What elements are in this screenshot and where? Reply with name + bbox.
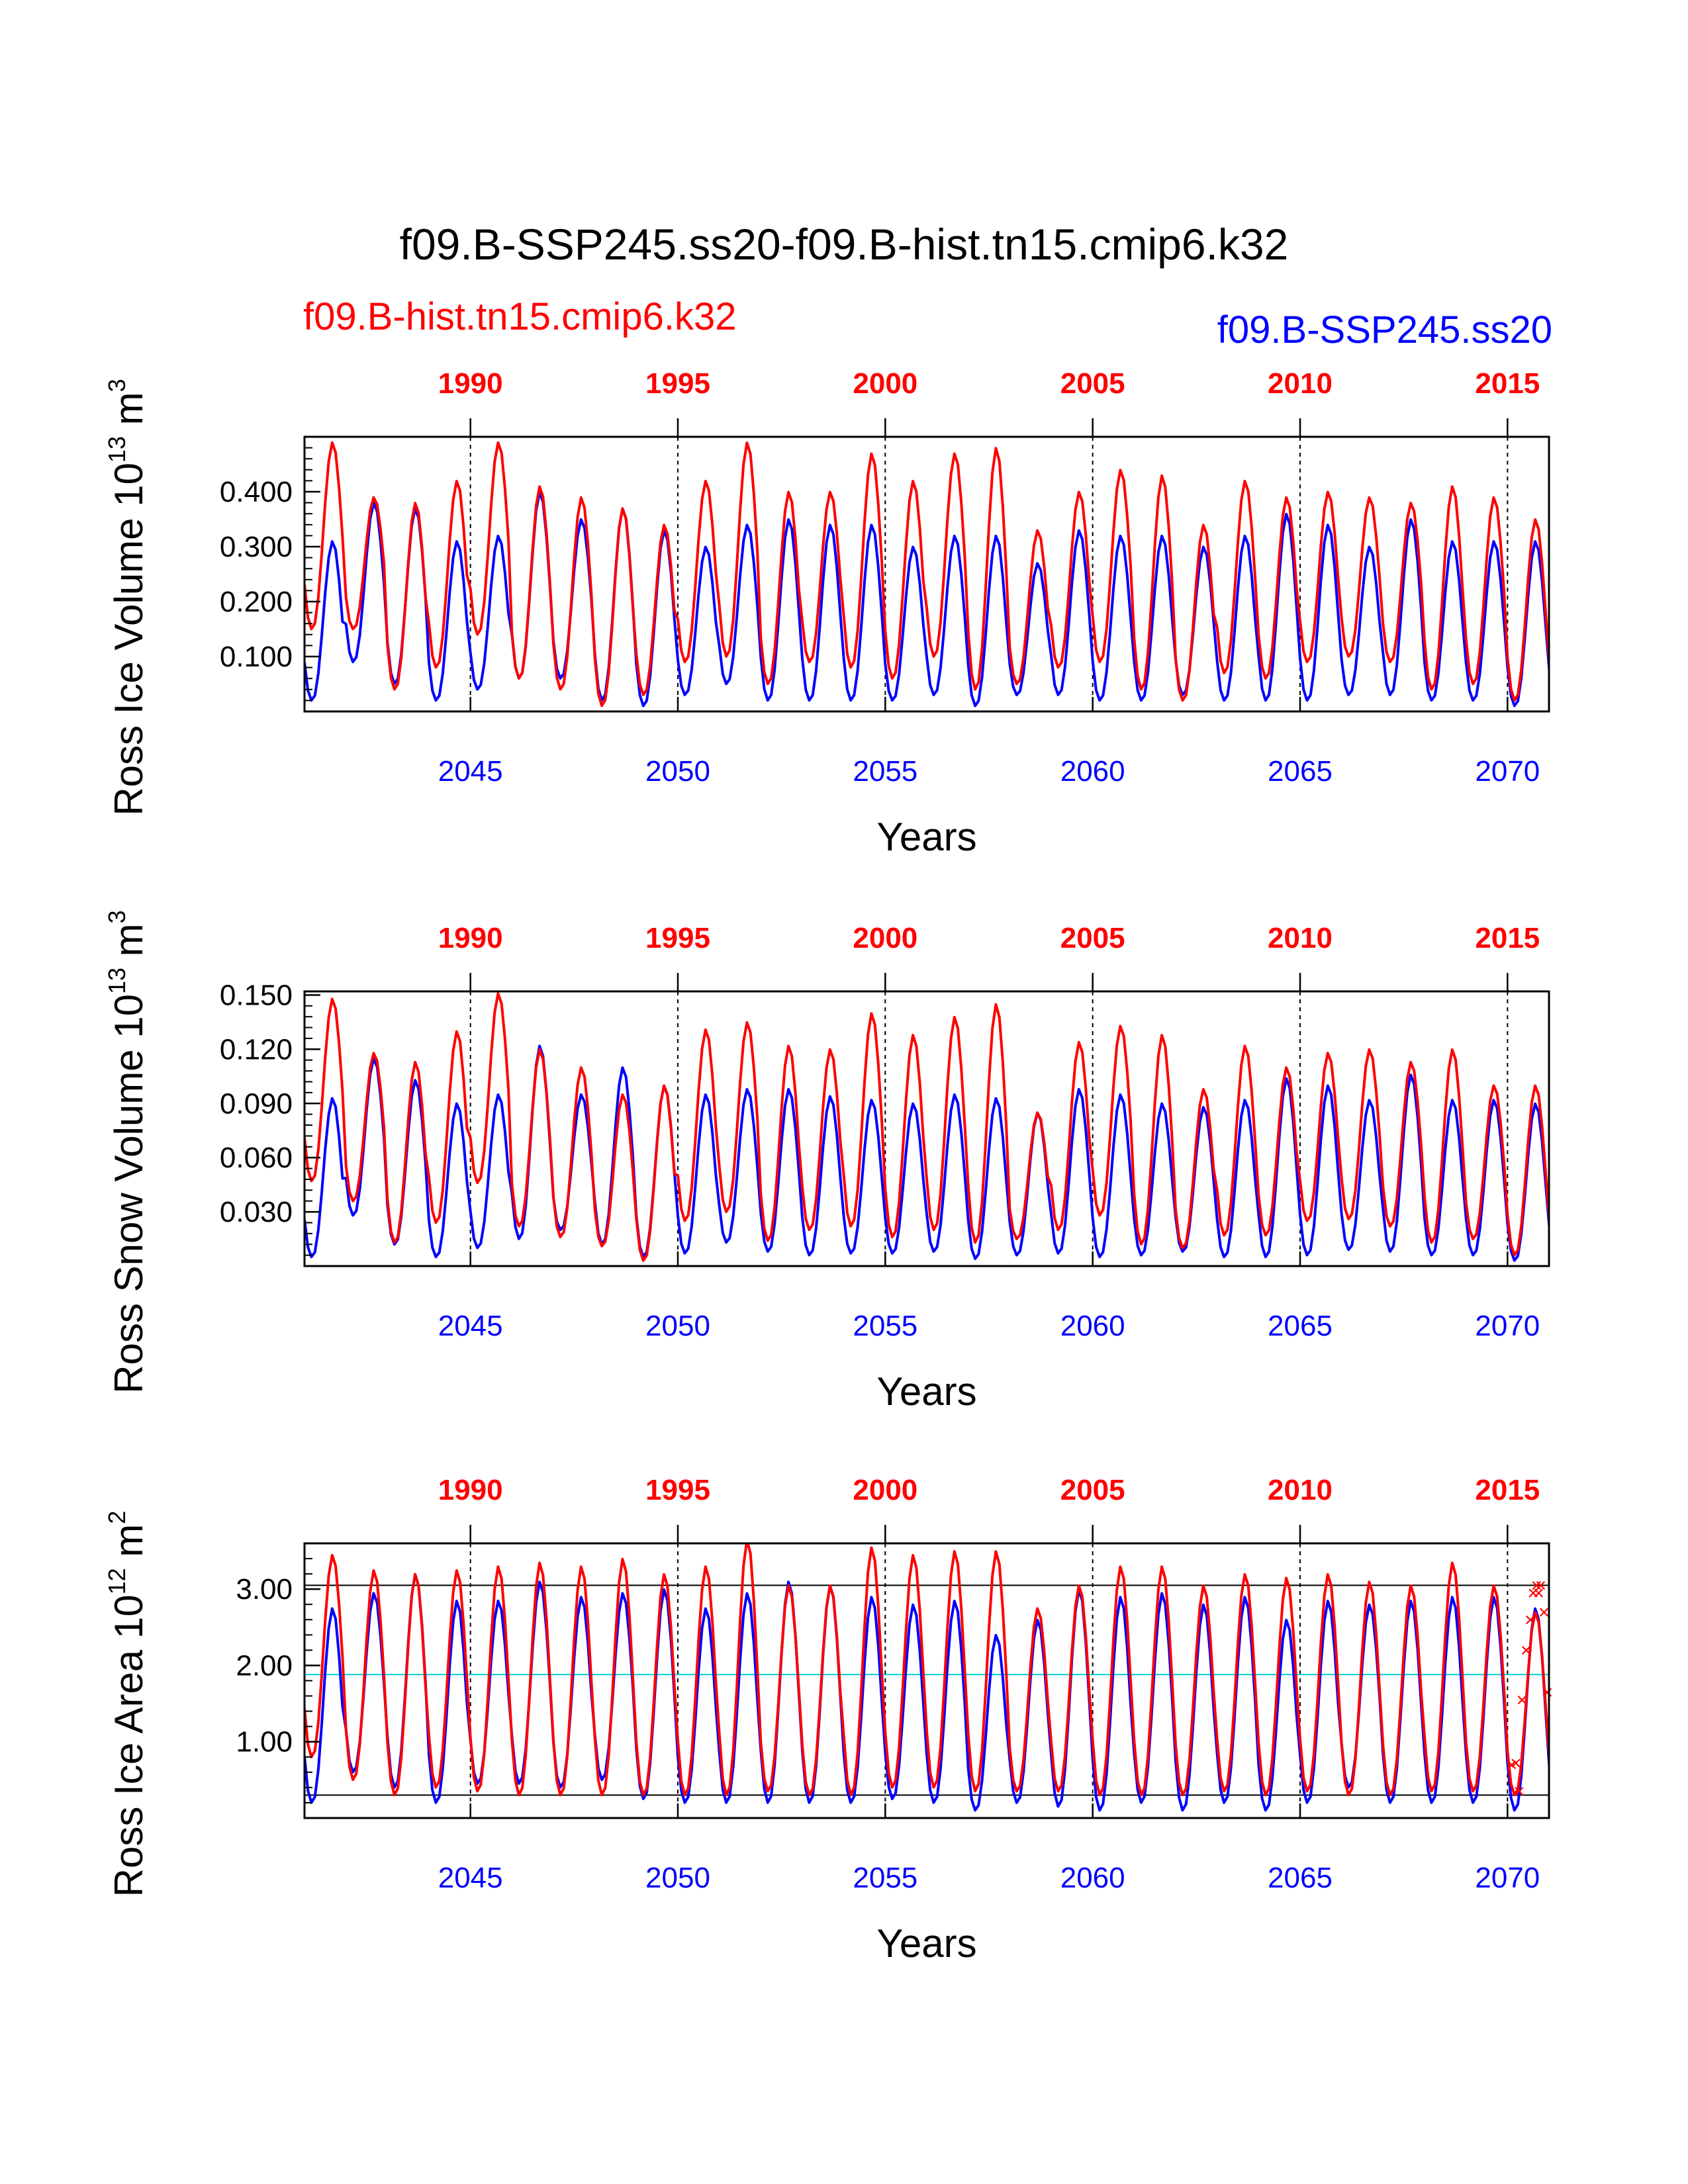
data-marker: ×	[1517, 1689, 1528, 1711]
series-line-hist	[305, 1543, 1549, 1797]
x-top-tick-label: 1995	[645, 922, 710, 954]
y-axis-title-unit: m	[107, 923, 151, 968]
y-axis-title-unit-exponent: 3	[103, 910, 130, 923]
y-tick-label: 0.030	[220, 1196, 293, 1228]
data-marker: ×	[1538, 1602, 1550, 1623]
x-bottom-tick-label: 2050	[645, 755, 710, 788]
y-tick-label: 2.00	[236, 1649, 293, 1682]
x-bottom-tick-label: 2070	[1475, 1310, 1540, 1342]
x-bottom-tick-label: 2045	[438, 1310, 503, 1342]
x-top-tick-label: 2010	[1268, 922, 1333, 954]
x-top-tick-label: 2000	[853, 367, 917, 400]
x-bottom-tick-label: 2050	[645, 1310, 710, 1342]
y-axis-title-exponent: 13	[103, 436, 130, 463]
data-marker: ×	[1542, 1682, 1554, 1704]
x-top-tick-label: 2000	[853, 1474, 917, 1506]
y-axis-title-exponent: 13	[103, 968, 130, 994]
x-bottom-tick-label: 2065	[1268, 1310, 1333, 1342]
data-marker: ×	[1527, 1582, 1539, 1604]
x-top-tick-label: 2015	[1475, 1474, 1540, 1506]
y-tick-label: 0.200	[220, 586, 293, 618]
data-marker: ×	[1535, 1574, 1547, 1596]
y-tick-label: 0.400	[220, 476, 293, 508]
y-tick-label: 0.090	[220, 1087, 293, 1120]
x-top-tick-label: 1990	[438, 367, 503, 400]
x-axis-title: Years	[876, 815, 976, 859]
x-bottom-tick-label: 2050	[645, 1862, 710, 1894]
y-tick-label: 1.00	[236, 1726, 293, 1758]
x-top-tick-label: 1995	[645, 1474, 710, 1506]
x-bottom-tick-label: 2065	[1268, 1862, 1333, 1894]
y-tick-label: 0.060	[220, 1142, 293, 1174]
y-axis-title-text: Ross Snow Volume 10	[107, 994, 151, 1394]
x-bottom-tick-label: 2060	[1060, 1310, 1125, 1342]
series-line-hist	[305, 441, 1549, 707]
legend-series-a: f09.B-hist.tn15.cmip6.k32	[303, 295, 736, 338]
y-axis-title-unit: m	[107, 392, 151, 436]
y-tick-label: 0.120	[220, 1033, 293, 1066]
panels: 0.100 0.200 0.300 0.400 2045 2050 2055 2060 2065…	[103, 367, 1553, 1966]
panel-ross_snow_volume: 0.030 0.060 0.090 0.120 0.150 2045 2050 2055 206…	[103, 910, 1550, 1414]
y-tick-label: 0.100	[220, 641, 293, 673]
x-top-tick-label: 2010	[1268, 1474, 1333, 1506]
series-group	[305, 1543, 1549, 1812]
x-top-tick-label: 1995	[645, 367, 710, 400]
x-bottom-tick-label: 2065	[1268, 755, 1333, 788]
y-tick-label: 0.300	[220, 531, 293, 563]
y-axis-title: Ross Ice Area 1012 m2	[103, 1511, 151, 1897]
y-tick-label: 0.150	[220, 979, 293, 1011]
x-axis-title: Years	[876, 1921, 976, 1966]
y-tick-label: 3.00	[236, 1573, 293, 1606]
x-bottom-tick-label: 2055	[853, 1862, 917, 1894]
plot-frame	[303, 990, 1550, 1267]
y-axis-title-exponent: 12	[103, 1568, 130, 1594]
x-top-tick-label: 2005	[1060, 922, 1125, 954]
data-marker: ×	[1510, 1752, 1522, 1774]
x-bottom-tick-label: 2055	[853, 1310, 917, 1342]
panel-ross_ice_volume: 0.100 0.200 0.300 0.400 2045 2050 2055 2060 2065…	[103, 367, 1550, 859]
figure-title: f09.B-SSP245.ss20-f09.B-hist.tn15.cmip6.…	[400, 220, 1289, 269]
y-axis-title-unit-exponent: 3	[103, 379, 130, 392]
data-marker: ×	[1530, 1574, 1542, 1596]
x-bottom-tick-label: 2060	[1060, 1862, 1125, 1894]
data-marker: ×	[1513, 1781, 1525, 1803]
y-axis-title-unit: m	[107, 1524, 151, 1569]
y-axis-title-text: Ross Ice Volume 10	[107, 463, 151, 816]
x-bottom-tick-label: 2070	[1475, 1862, 1540, 1894]
data-marker: ×	[1506, 1754, 1518, 1776]
series-group	[305, 992, 1549, 1262]
x-bottom-tick-label: 2070	[1475, 755, 1540, 788]
x-bottom-tick-label: 2060	[1060, 755, 1125, 788]
x-bottom-tick-label: 2055	[853, 755, 917, 788]
data-marker: ×	[1533, 1582, 1545, 1604]
y-axis-title: Ross Ice Volume 1013 m3	[103, 379, 151, 815]
series-group	[305, 441, 1549, 707]
x-top-tick-label: 2005	[1060, 367, 1125, 400]
series-line-hist	[305, 992, 1549, 1262]
y-axis-title: Ross Snow Volume 1013 m3	[103, 910, 151, 1393]
x-top-tick-label: 2000	[853, 922, 917, 954]
x-top-tick-label: 2015	[1475, 922, 1540, 954]
x-top-tick-label: 2015	[1475, 367, 1540, 400]
plot-frame	[303, 435, 1550, 713]
legend-series-b: f09.B-SSP245.ss20	[1217, 308, 1552, 351]
x-top-tick-label: 1990	[438, 1474, 503, 1506]
x-top-tick-label: 2010	[1268, 367, 1333, 400]
y-axis-title-unit-exponent: 2	[103, 1511, 130, 1524]
y-axis-title-text: Ross Ice Area 10	[107, 1594, 151, 1897]
x-top-tick-label: 1990	[438, 922, 503, 954]
data-marker: ×	[1524, 1609, 1536, 1631]
x-bottom-tick-label: 2045	[438, 755, 503, 788]
x-axis-title: Years	[876, 1369, 976, 1414]
x-top-tick-label: 2005	[1060, 1474, 1125, 1506]
data-marker: ×	[1521, 1639, 1532, 1661]
x-bottom-tick-label: 2045	[438, 1862, 503, 1894]
